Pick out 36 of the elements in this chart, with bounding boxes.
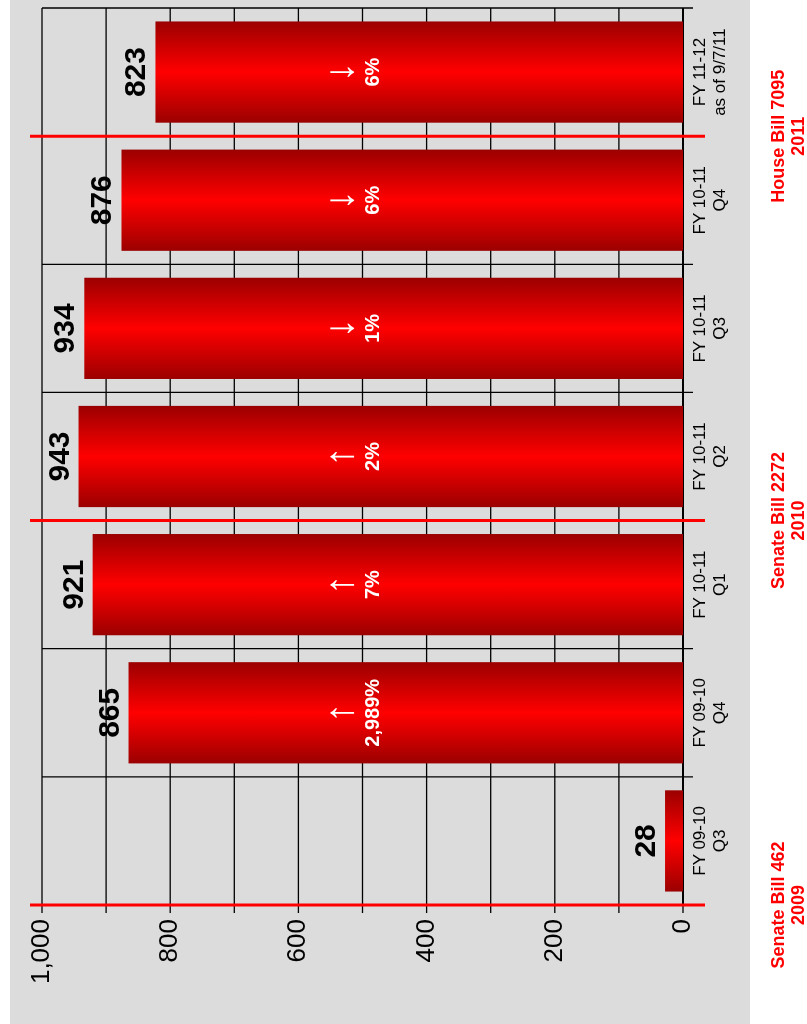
y-tick-label: FY 11-12 as of 9/7/11 — [690, 28, 729, 116]
bar — [128, 662, 683, 764]
data-label: 943 — [41, 431, 75, 482]
bar — [665, 790, 683, 892]
x-tick-label: 400 — [409, 919, 440, 963]
data-label: 865 — [91, 687, 125, 738]
annotation: ↓ 6% — [316, 57, 383, 87]
bar — [121, 149, 683, 251]
bar — [92, 534, 683, 636]
y-tick-label: FY 10-11 Q3 — [690, 294, 729, 363]
x-tick-label: 600 — [281, 919, 312, 963]
x-tick-label: 0 — [665, 919, 696, 934]
ref-line-label: Senate Bill 462 2009 — [768, 841, 807, 969]
annotation: ↑ 2,989% — [316, 678, 383, 747]
x-tick-label: 800 — [153, 919, 184, 963]
annotation: ↑ 7% — [316, 569, 383, 600]
annotation: ↑ 2% — [316, 441, 383, 471]
x-tick-label: 200 — [537, 919, 568, 963]
bar — [155, 21, 683, 123]
ref-line-label: Senate Bill 2272 2010 — [768, 452, 807, 590]
ref-line-label: House Bill 7095 2011 — [768, 69, 807, 203]
annotation: ↓ 1% — [316, 313, 383, 343]
y-tick-label: FY 09-10 Q3 — [690, 806, 729, 876]
x-tick-label: 1,000 — [24, 919, 55, 985]
data-label: 921 — [55, 559, 89, 610]
y-tick-label: FY 10-11 Q4 — [690, 166, 729, 235]
annotation: ↓ 6% — [316, 185, 383, 215]
y-tick-label: FY 10-11 Q1 — [690, 550, 729, 619]
data-label: 934 — [47, 303, 81, 354]
y-tick-label: FY 10-11 Q2 — [690, 422, 729, 491]
y-tick-label: FY 09-10 Q4 — [690, 677, 729, 748]
bar — [84, 277, 683, 379]
data-label: 876 — [84, 175, 118, 226]
data-label: 28 — [628, 824, 662, 858]
data-label: 823 — [118, 47, 152, 98]
bar — [78, 405, 683, 508]
